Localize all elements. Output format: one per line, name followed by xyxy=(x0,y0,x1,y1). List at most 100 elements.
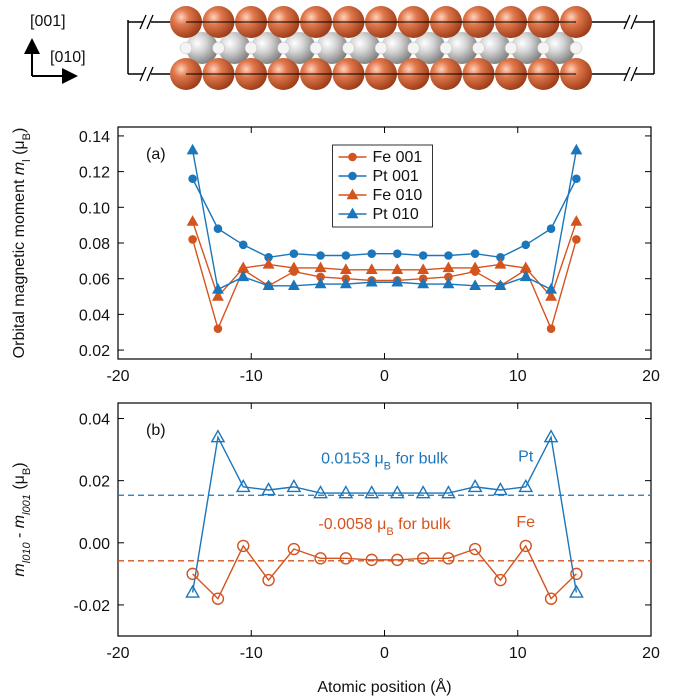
data-point xyxy=(494,573,507,587)
y-tick-label: 0.08 xyxy=(79,236,110,253)
data-point xyxy=(442,277,455,289)
spacer-atom xyxy=(472,41,485,55)
data-point xyxy=(237,270,250,282)
y-axis-label-part: m xyxy=(11,515,28,528)
data-point xyxy=(417,277,430,289)
chart: -20 -10 0 10 20-0.020.000.020.04(b)ml010 - m… xyxy=(11,402,660,696)
annotation-part: μ xyxy=(374,450,383,467)
y-tick-label: 0.04 xyxy=(79,307,110,324)
data-point xyxy=(186,143,199,155)
data-point xyxy=(392,249,402,259)
data-point xyxy=(469,279,482,291)
pt-atom xyxy=(511,32,543,64)
annotation-part: -0.0058 xyxy=(318,516,377,533)
data-point xyxy=(211,290,224,301)
data-point xyxy=(210,429,226,443)
data-point xyxy=(339,552,353,565)
y-axis-label-part: ) xyxy=(11,128,28,133)
data-point xyxy=(493,482,508,496)
legend-marker xyxy=(348,152,357,162)
data-point xyxy=(572,235,581,244)
data-point xyxy=(521,240,531,250)
annotation-part: B xyxy=(384,460,391,472)
data-point xyxy=(442,261,455,273)
break-mark xyxy=(139,14,147,30)
data-point xyxy=(416,552,430,565)
y-tick-label: 0.06 xyxy=(79,272,110,289)
data-point xyxy=(314,261,327,273)
break-mark xyxy=(623,14,631,30)
spacer-atom xyxy=(407,41,420,55)
series-label: Pt xyxy=(518,448,534,465)
data-point xyxy=(365,275,378,287)
data-point xyxy=(569,584,584,598)
data-point xyxy=(418,251,428,260)
legend-label: Fe 001 xyxy=(373,149,423,166)
pt-atom xyxy=(218,32,251,64)
pt-atom xyxy=(381,32,413,64)
data-point xyxy=(519,270,532,282)
pt-atom xyxy=(446,32,478,64)
data-point xyxy=(570,143,583,155)
data-point xyxy=(238,240,248,250)
pt-atom xyxy=(186,32,218,64)
data-point xyxy=(313,485,328,499)
data-point xyxy=(287,261,300,273)
data-point xyxy=(417,263,430,274)
y-axis-label-part: (μ xyxy=(11,140,28,159)
data-point xyxy=(545,282,558,294)
x-tick-label: -10 xyxy=(240,368,263,385)
data-point xyxy=(341,251,351,260)
data-point xyxy=(213,324,223,333)
data-point xyxy=(314,552,327,565)
spacer-atom xyxy=(277,41,290,55)
data-point xyxy=(470,249,480,259)
data-point xyxy=(235,478,251,493)
schematic: [001] [010] xyxy=(24,6,655,90)
y-axis-label-part: m xyxy=(11,162,28,175)
pt-atom xyxy=(283,32,316,64)
y-axis-label-part: Orbital magnetic moment xyxy=(11,175,28,358)
data-point xyxy=(365,553,378,567)
break-gap xyxy=(143,16,151,28)
data-point xyxy=(262,279,275,291)
data-point xyxy=(211,592,225,605)
data-point xyxy=(367,249,377,259)
y-tick-label: 0.12 xyxy=(79,165,110,182)
data-point xyxy=(262,257,275,269)
spacer-atom xyxy=(244,41,258,55)
y-axis-label-part: m xyxy=(11,563,28,576)
data-point xyxy=(546,224,556,234)
spacer-atom xyxy=(309,41,323,55)
data-point xyxy=(338,485,354,499)
spacer-atom xyxy=(342,41,355,55)
spacer-atom xyxy=(569,41,583,55)
data-point xyxy=(339,263,352,274)
annotation-part: for bulk xyxy=(394,516,452,533)
legend: Fe 001 Pt 001 Fe 010 Pt 010 xyxy=(332,144,433,228)
y-tick-label: 0.02 xyxy=(79,474,110,491)
annotation: -0.0058 μB for bulk xyxy=(318,516,451,538)
annotation-part: B xyxy=(386,526,393,538)
data-point xyxy=(389,485,405,499)
y-tick-label: 0.10 xyxy=(79,200,110,217)
axis-label: [001] xyxy=(30,13,66,30)
legend-marker xyxy=(346,207,359,219)
x-tick-label: -20 xyxy=(106,645,129,662)
data-point xyxy=(391,275,404,287)
break-mark xyxy=(623,66,631,82)
data-point xyxy=(544,592,558,605)
pt-atom xyxy=(251,32,283,64)
data-point xyxy=(391,553,404,567)
x-tick-label: 10 xyxy=(509,368,527,385)
data-point xyxy=(365,263,378,274)
data-point xyxy=(262,573,275,587)
x-tick-label: -20 xyxy=(106,368,129,385)
data-point xyxy=(570,215,583,226)
y-tick-label: 0.04 xyxy=(79,412,110,429)
series-line xyxy=(191,150,578,291)
series-line xyxy=(191,239,578,331)
y-axis-label-part: B xyxy=(21,133,33,140)
data-point xyxy=(572,174,581,184)
